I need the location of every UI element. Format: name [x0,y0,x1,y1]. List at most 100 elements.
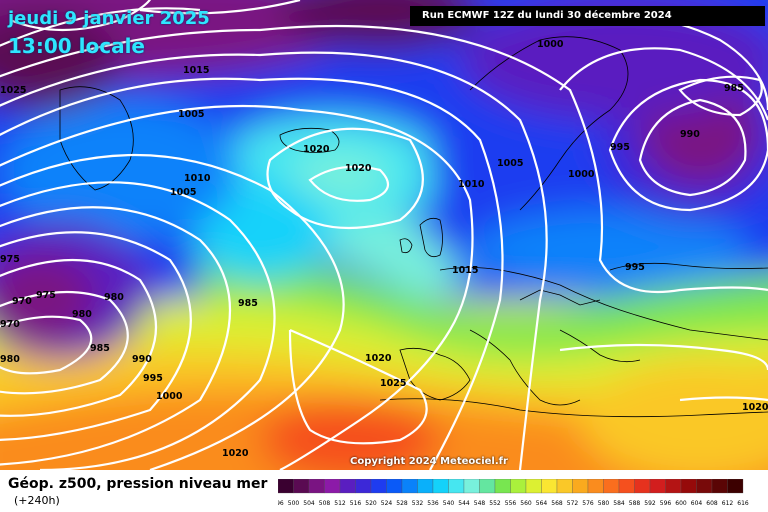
color-scale-swatch [401,479,418,494]
isobar-label: 985 [724,83,744,94]
color-scale-swatch [308,479,325,494]
color-scale-swatch [324,479,341,494]
color-scale-tick: 548 [474,500,486,507]
color-scale-swatch [339,479,356,494]
isobar-label: 1025 [380,378,406,389]
isobar-label: 1000 [568,169,595,180]
isobar-label: 1005 [497,158,523,169]
color-scale-swatch [587,479,604,494]
color-scale-tick: 500 [288,500,300,507]
isobar-label: 980 [0,354,20,365]
isobar-label: 1020 [365,353,392,364]
isobar-label: 990 [132,354,152,365]
color-scale-swatch [556,479,573,494]
color-scale-tick: 556 [505,500,517,507]
run-info-banner: Run ECMWF 12Z du lundi 30 décembre 2024 [410,6,765,26]
color-scale-swatch [355,479,372,494]
color-scale-swatch [278,479,294,494]
color-scale-swatch [448,479,465,494]
color-scale-tick: 600 [675,500,687,507]
color-scale-tick: 616 [737,500,749,507]
color-scale-tick: 512 [334,500,346,507]
isobar-label: 985 [90,343,110,354]
isobar-label: 1015 [452,265,478,276]
isobar-label: 995 [143,373,163,384]
color-scale-swatch [463,479,480,494]
color-scale-swatch [727,479,744,494]
forecast-map: 1025 1015 1005 1005 1010 1020 1020 1010 … [0,0,768,470]
color-scale-tick: 508 [319,500,331,507]
color-scale-swatch [541,479,558,494]
color-scale-tick: 516 [350,500,362,507]
color-scale-tick: 596 [660,500,672,507]
color-scale-tick: 572 [567,500,579,507]
color-scale-tick: 504 [303,500,315,507]
isobar-label: 970 [12,296,32,307]
color-scale-swatch [680,479,697,494]
color-scale-tick: 576 [582,500,594,507]
color-scale-tick: 524 [381,500,393,507]
isobar-label: 1020 [742,402,768,413]
color-scale-tick: 536 [427,500,439,507]
copyright-notice: Copyright 2024 Meteociel.fr [350,456,508,467]
color-scale-tick: 552 [489,500,501,507]
color-scale-tick: 584 [613,500,625,507]
color-scale-tick: 520 [365,500,377,507]
isobar-label: 980 [104,292,124,303]
isobar-label: 1005 [178,109,204,120]
color-scale-tick: 612 [722,500,734,507]
isobar-label: 1010 [184,173,211,184]
color-scale-tick: 604 [691,500,703,507]
color-scale-swatch [603,479,620,494]
color-scale-tick: 592 [644,500,656,507]
isobar-label: 975 [36,290,56,301]
isobar-label: 990 [680,129,700,140]
color-scale-swatch [618,479,635,494]
color-scale-swatch [525,479,542,494]
isobar-label: 1000 [156,391,183,402]
isobar-label: 1015 [183,65,209,76]
color-scale-tick: 580 [598,500,610,507]
isobar-label: 1025 [0,85,26,96]
isobar-label: 1005 [170,187,196,198]
isobar-label: 1000 [537,39,564,50]
color-scale-swatch [386,479,403,494]
color-scale-swatch [696,479,713,494]
color-scale-tick: 544 [458,500,470,507]
color-scale-swatch [494,479,511,494]
color-scale-swatch [293,479,310,494]
color-scale-tick: 528 [396,500,408,507]
isobar-label: 1020 [303,144,330,155]
color-scale-swatch [417,479,434,494]
isobar-label: 1020 [345,163,372,174]
color-scale-swatch [432,479,449,494]
legend-subtitle: (+240h) [14,494,60,507]
color-scale-swatch [572,479,589,494]
color-scale-swatch [634,479,651,494]
isobar-label: 1010 [458,179,485,190]
color-scale-swatch [510,479,527,494]
isobar-labels: 1025 1015 1005 1005 1010 1020 1020 1010 … [0,39,768,459]
isobar-label: 985 [238,298,258,309]
isobars [0,0,768,470]
color-scale-swatch [665,479,682,494]
isobar-label: 970 [0,319,20,330]
forecast-time-title: 13:00 locale [8,34,145,58]
isobar-label: 1020 [222,448,249,459]
color-scale-tick: 588 [629,500,641,507]
color-scale-tick: 608 [706,500,718,507]
isobar-label: 995 [625,262,645,273]
color-scale-tick: 496 [278,500,284,507]
color-scale-tick: 540 [443,500,455,507]
color-scale-tick: 568 [551,500,563,507]
color-scale-swatch [711,479,728,494]
forecast-date-title: jeudi 9 janvier 2025 [8,8,210,29]
color-scale-tick: 532 [412,500,424,507]
isobar-label: 980 [72,309,92,320]
legend-title: Géop. z500, pression niveau mer [8,476,268,492]
color-scale-swatch [370,479,387,494]
isobar-label: 995 [610,142,630,153]
color-scale-tick: 564 [536,500,548,507]
isobar-label: 975 [0,254,20,265]
